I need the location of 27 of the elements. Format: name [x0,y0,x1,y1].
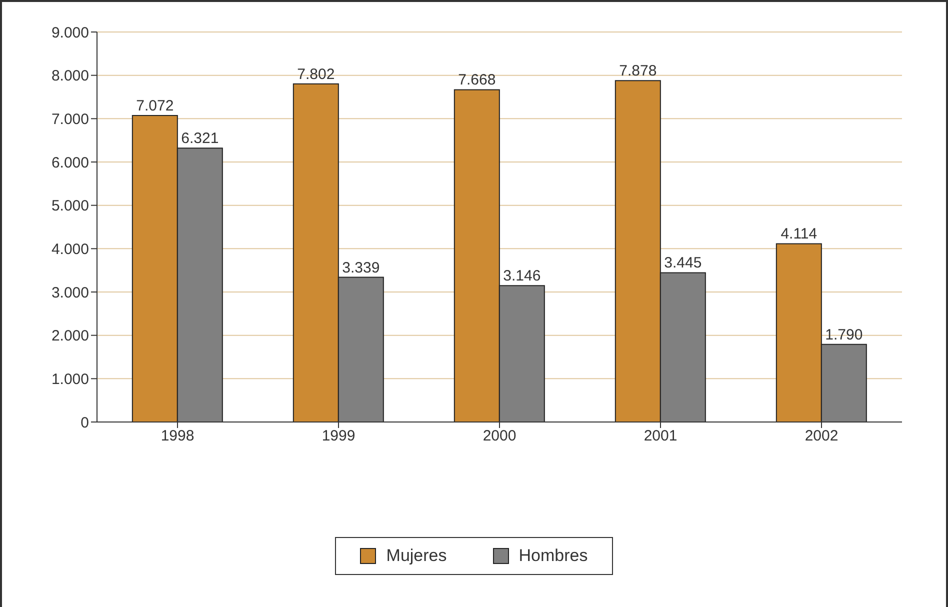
x-tick-label: 2002 [804,428,838,445]
y-tick-label: 1.000 [51,370,89,388]
data-label: 4.114 [780,226,818,243]
y-tick-label: 6.000 [51,154,89,172]
x-tick-label: 2001 [644,428,678,445]
legend-label: Mujeres [386,546,447,566]
y-tick-label: 5.000 [51,198,89,215]
data-label: 7.878 [619,62,657,80]
y-tick-label: 9.000 [51,24,89,42]
data-label: 3.445 [664,254,702,272]
data-label: 1.790 [825,326,863,344]
legend-label: Hombres [518,546,588,566]
y-tick-label: 7.000 [51,110,89,128]
y-tick-label: 0 [80,414,89,432]
x-tick-label: 1998 [160,428,194,445]
y-tick-label: 3.000 [51,284,89,302]
x-tick-label: 1999 [322,428,356,445]
y-tick-label: 4.000 [51,240,89,258]
x-tick-label: 2000 [482,428,516,445]
data-label: 7.802 [297,66,335,83]
data-label: 6.321 [181,130,219,148]
data-label: 3.146 [503,268,541,285]
y-tick-label: 8.000 [51,68,89,85]
data-label: 7.072 [136,98,174,115]
y-tick-label: 2.000 [51,328,89,345]
data-label: 7.668 [458,72,496,89]
data-label: 3.339 [342,259,380,276]
